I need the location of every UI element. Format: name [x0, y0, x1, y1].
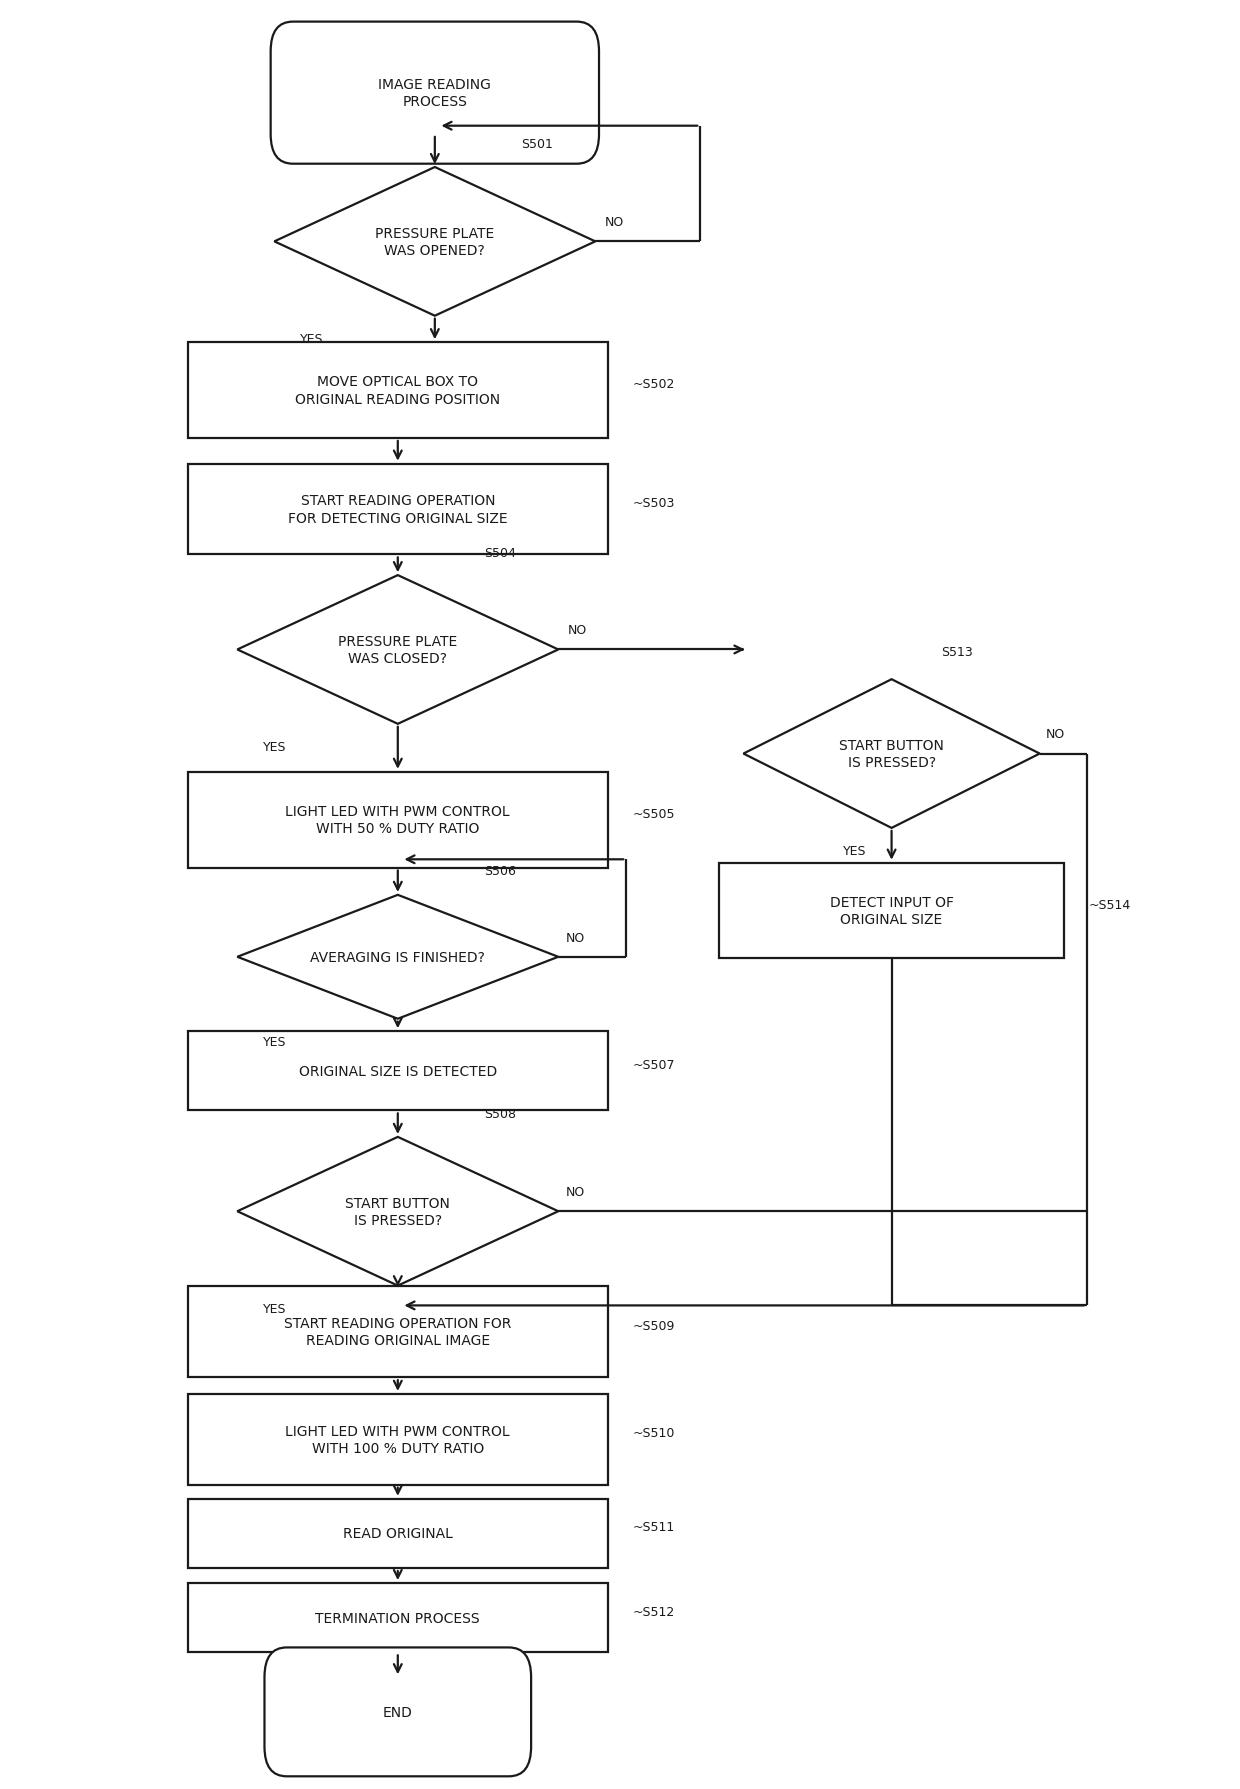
Text: ~S509: ~S509: [632, 1318, 675, 1333]
Bar: [188, 1394, 608, 1485]
Text: ~S507: ~S507: [632, 1059, 675, 1072]
Text: ~S505: ~S505: [632, 807, 675, 819]
Text: END: END: [383, 1705, 413, 1719]
Text: YES: YES: [263, 1036, 286, 1048]
Text: YES: YES: [263, 741, 286, 753]
Polygon shape: [744, 680, 1039, 828]
Text: DETECT INPUT OF
ORIGINAL SIZE: DETECT INPUT OF ORIGINAL SIZE: [830, 894, 954, 927]
Text: MOVE OPTICAL BOX TO
ORIGINAL READING POSITION: MOVE OPTICAL BOX TO ORIGINAL READING POS…: [295, 376, 501, 406]
Text: S504: S504: [484, 546, 516, 560]
Text: AVERAGING IS FINISHED?: AVERAGING IS FINISHED?: [310, 950, 485, 964]
Text: LIGHT LED WITH PWM CONTROL
WITH 100 % DUTY RATIO: LIGHT LED WITH PWM CONTROL WITH 100 % DU…: [285, 1424, 510, 1454]
Text: READ ORIGINAL: READ ORIGINAL: [343, 1526, 453, 1540]
Text: S506: S506: [484, 866, 516, 878]
Text: PRESSURE PLATE
WAS CLOSED?: PRESSURE PLATE WAS CLOSED?: [339, 635, 458, 666]
Text: IMAGE READING
PROCESS: IMAGE READING PROCESS: [378, 79, 491, 109]
Text: ~S511: ~S511: [632, 1521, 675, 1533]
Text: S508: S508: [484, 1107, 516, 1120]
Polygon shape: [237, 894, 558, 1020]
Bar: [188, 1286, 608, 1378]
Text: LIGHT LED WITH PWM CONTROL
WITH 50 % DUTY RATIO: LIGHT LED WITH PWM CONTROL WITH 50 % DUT…: [285, 805, 510, 835]
Text: YES: YES: [263, 1302, 286, 1315]
Text: YES: YES: [843, 844, 867, 859]
Text: ORIGINAL SIZE IS DETECTED: ORIGINAL SIZE IS DETECTED: [299, 1064, 497, 1079]
Bar: [188, 1499, 608, 1569]
Bar: [188, 465, 608, 555]
Text: PRESSURE PLATE
WAS OPENED?: PRESSURE PLATE WAS OPENED?: [376, 227, 495, 258]
FancyBboxPatch shape: [270, 23, 599, 165]
Text: NO: NO: [565, 1186, 585, 1199]
Bar: [719, 862, 1064, 959]
Text: START READING OPERATION
FOR DETECTING ORIGINAL SIZE: START READING OPERATION FOR DETECTING OR…: [288, 494, 507, 526]
Text: NO: NO: [568, 624, 588, 637]
Text: ~S503: ~S503: [632, 497, 675, 510]
Text: START BUTTON
IS PRESSED?: START BUTTON IS PRESSED?: [346, 1195, 450, 1227]
Text: ~S502: ~S502: [632, 377, 675, 390]
Text: S501: S501: [521, 138, 553, 152]
Bar: [188, 1583, 608, 1653]
Text: NO: NO: [1045, 728, 1065, 741]
FancyBboxPatch shape: [264, 1648, 531, 1776]
Text: YES: YES: [300, 333, 324, 345]
Text: ~S514: ~S514: [1089, 898, 1131, 911]
Text: NO: NO: [565, 930, 585, 945]
Text: ~S512: ~S512: [632, 1605, 675, 1617]
Bar: [188, 773, 608, 868]
Bar: [188, 343, 608, 438]
Bar: [188, 1032, 608, 1111]
Text: ~S510: ~S510: [632, 1426, 675, 1440]
Polygon shape: [237, 1138, 558, 1286]
Polygon shape: [237, 576, 558, 725]
Polygon shape: [274, 168, 595, 317]
Text: START BUTTON
IS PRESSED?: START BUTTON IS PRESSED?: [839, 739, 944, 769]
Text: START READING OPERATION FOR
READING ORIGINAL IMAGE: START READING OPERATION FOR READING ORIG…: [284, 1317, 511, 1347]
Text: S513: S513: [941, 646, 972, 658]
Text: TERMINATION PROCESS: TERMINATION PROCESS: [315, 1610, 480, 1624]
Text: NO: NO: [605, 216, 625, 229]
